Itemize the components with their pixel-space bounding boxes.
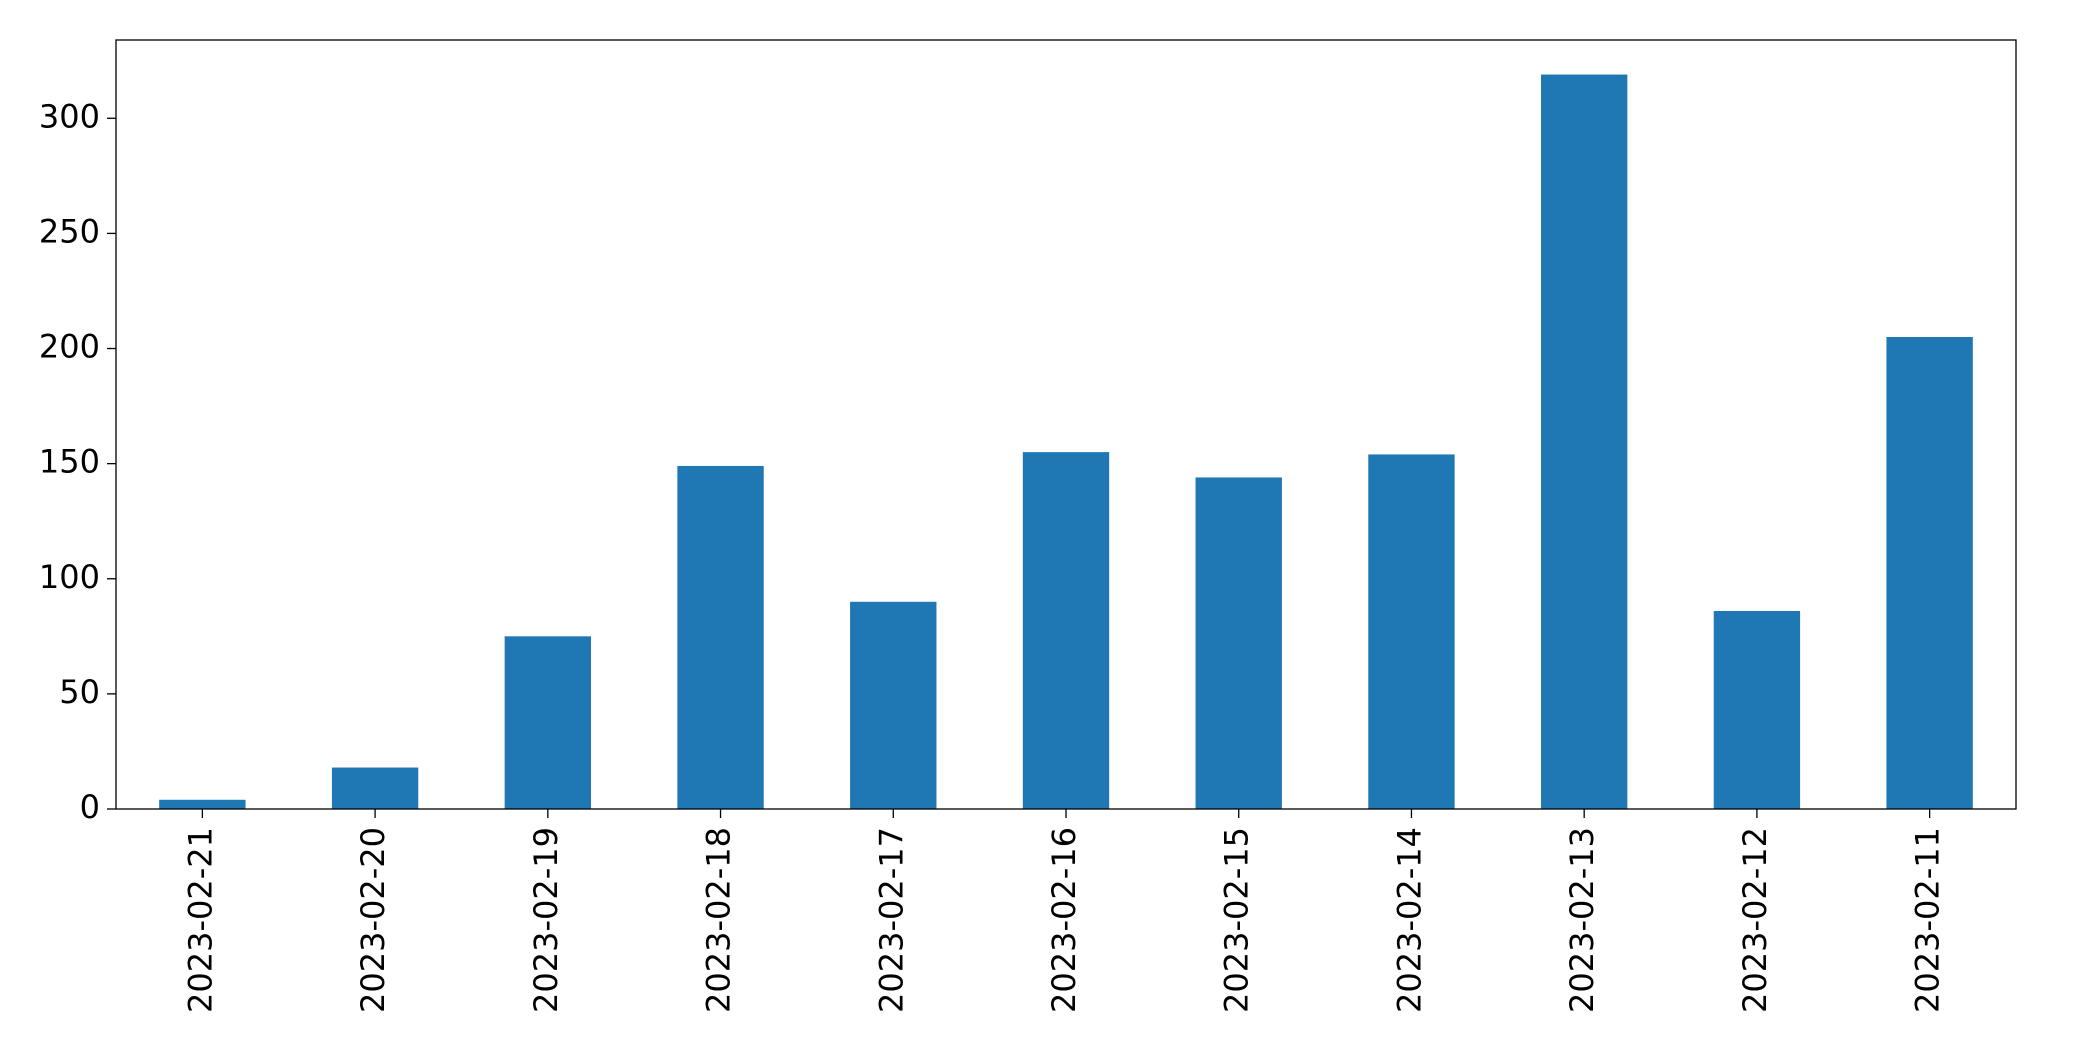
- bar: [1368, 454, 1455, 809]
- bar: [1713, 610, 1801, 809]
- y-tick-label: 0: [80, 788, 100, 826]
- bar: [331, 767, 419, 809]
- y-tick-label: 300: [39, 97, 100, 135]
- x-tick-label: 2023-02-14: [1390, 827, 1428, 1013]
- x-tick-label: 2023-02-20: [354, 827, 392, 1013]
- bar: [850, 601, 937, 809]
- y-tick-label: 200: [39, 328, 100, 366]
- y-tick-label: 250: [39, 212, 100, 250]
- x-tick-label: 2023-02-15: [1218, 827, 1256, 1013]
- x-tick-label: 2023-02-13: [1563, 827, 1601, 1013]
- y-tick-label: 100: [39, 558, 100, 596]
- bar: [504, 636, 591, 809]
- x-tick-label: 2023-02-17: [872, 827, 910, 1013]
- y-tick-label: 50: [59, 673, 100, 711]
- bar: [159, 799, 246, 809]
- bar: [1541, 74, 1628, 809]
- x-tick-label: 2023-02-19: [527, 827, 565, 1013]
- bar: [1195, 477, 1282, 809]
- bar: [1886, 337, 1973, 809]
- bar: [677, 465, 764, 809]
- x-tick-label: 2023-02-12: [1736, 827, 1774, 1013]
- y-tick-label: 150: [39, 443, 100, 481]
- x-tick-label: 2023-02-16: [1045, 827, 1083, 1013]
- x-tick-label: 2023-02-21: [181, 827, 219, 1013]
- bar: [1022, 452, 1110, 809]
- x-tick-label: 2023-02-18: [700, 827, 738, 1013]
- x-tick-label: 2023-02-11: [1909, 827, 1947, 1013]
- plot-frame: [115, 39, 2017, 810]
